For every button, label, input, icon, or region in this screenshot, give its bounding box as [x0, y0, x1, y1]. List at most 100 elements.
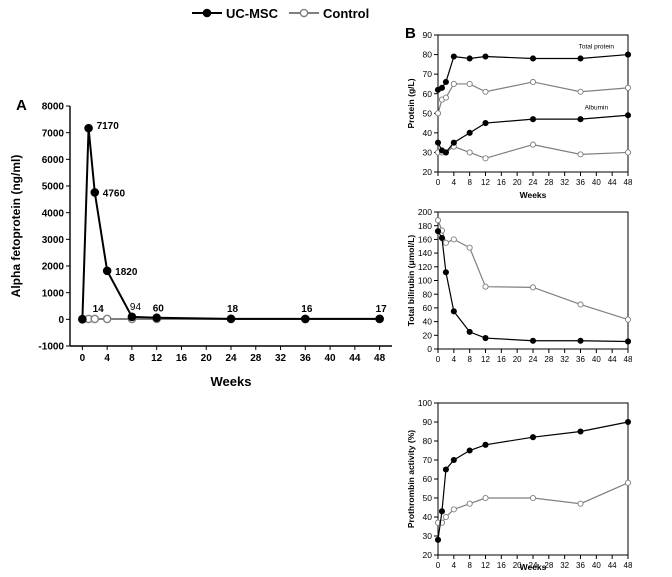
y-axis-title: Prothrombin activity (%) — [406, 430, 416, 528]
data-label: 4760 — [103, 188, 126, 199]
legend-label: Control — [323, 6, 369, 21]
data-point-control — [450, 506, 457, 513]
x-tick-label: 40 — [592, 355, 601, 364]
y-tick-label: 160 — [418, 234, 432, 244]
data-point-control — [577, 500, 584, 507]
data-point-control — [624, 84, 632, 91]
data-point-control — [529, 78, 537, 86]
plot-frame — [437, 402, 629, 556]
y-tick-label: 8000 — [42, 102, 65, 113]
data-point-uc-msc — [466, 328, 473, 335]
x-tick-label: 32 — [560, 561, 569, 570]
x-tick-label: 28 — [250, 353, 262, 364]
data-point-uc-msc — [127, 312, 137, 322]
x-tick-label: 12 — [481, 355, 490, 364]
x-tick-label: 4 — [452, 355, 457, 364]
data-label: 14 — [93, 304, 105, 315]
data-point-uc-msc — [434, 139, 442, 146]
data-point-uc-msc — [438, 234, 446, 242]
x-tick-label: 20 — [513, 178, 522, 187]
y-axis-title: Alpha fetoprotein (ng/ml) — [9, 155, 23, 298]
data-point-uc-msc — [482, 120, 489, 127]
y-tick-label: 70 — [423, 455, 433, 465]
data-point-control — [482, 494, 489, 502]
y-tick-label: 100 — [418, 398, 432, 408]
data-point-uc-msc — [577, 337, 584, 344]
legend-marker — [299, 8, 309, 18]
x-tick-label: 44 — [608, 561, 617, 570]
data-point-uc-msc — [152, 313, 161, 323]
data-point-control — [577, 151, 584, 158]
y-tick-label: 2000 — [42, 262, 65, 273]
legend-marker — [202, 8, 212, 18]
x-tick-label: 44 — [349, 353, 361, 364]
x-tick-label: 48 — [624, 178, 633, 187]
data-point-uc-msc — [442, 466, 449, 473]
data-point-control — [482, 88, 489, 95]
data-point-uc-msc — [529, 337, 537, 344]
data-point-uc-msc — [375, 314, 384, 324]
data-point-uc-msc — [90, 188, 100, 197]
legend-label: UC-MSC — [226, 6, 279, 21]
data-point-uc-msc — [466, 447, 473, 454]
data-point-control — [450, 80, 457, 87]
x-tick-label: 16 — [497, 355, 506, 364]
data-point-control — [577, 301, 584, 308]
x-tick-label: 44 — [608, 178, 617, 187]
data-point-uc-msc — [450, 308, 457, 315]
data-point-control — [102, 314, 112, 324]
data-point-uc-msc — [84, 123, 93, 133]
data-label: 16 — [301, 304, 313, 315]
x-tick-label: 48 — [624, 355, 633, 364]
y-tick-label: 50 — [423, 108, 433, 118]
y-tick-label: 80 — [423, 50, 433, 60]
legend: UC-MSC Control — [192, 6, 369, 21]
y-tick-label: 4000 — [42, 208, 65, 219]
y-tick-label: 20 — [423, 167, 433, 177]
data-point-uc-msc — [482, 53, 489, 60]
x-tick-label: 36 — [300, 353, 312, 364]
x-tick-label: 4 — [104, 353, 110, 364]
data-point-uc-msc — [442, 149, 449, 156]
data-point-control — [482, 283, 489, 290]
data-point-uc-msc — [482, 334, 489, 342]
y-tick-label: 40 — [423, 512, 433, 522]
annotation-label: Albumin — [585, 104, 609, 111]
data-point-uc-msc — [624, 338, 632, 345]
x-tick-label: 16 — [497, 178, 506, 187]
y-tick-label: 90 — [423, 417, 433, 427]
data-point-uc-msc — [438, 84, 446, 91]
y-tick-label: 7000 — [42, 128, 65, 139]
x-tick-label: 40 — [592, 178, 601, 187]
y-tick-label: 3000 — [42, 235, 65, 246]
x-tick-label: 44 — [608, 355, 617, 364]
x-tick-label: 12 — [481, 178, 490, 187]
x-tick-label: 4 — [452, 178, 457, 187]
data-point-uc-msc — [301, 314, 310, 324]
x-tick-label: 40 — [325, 353, 337, 364]
data-point-control — [466, 80, 473, 87]
x-tick-label: 32 — [275, 353, 287, 364]
y-tick-label: 120 — [418, 262, 432, 272]
data-point-uc-msc — [442, 78, 449, 86]
data-point-control — [482, 155, 489, 162]
x-tick-label: 32 — [560, 355, 569, 364]
y-tick-label: 60 — [423, 303, 433, 313]
data-point-control — [466, 244, 473, 251]
x-tick-label: 28 — [544, 178, 553, 187]
y-tick-label: 20 — [423, 550, 433, 560]
data-label: 60 — [153, 304, 165, 315]
data-point-uc-msc — [434, 536, 442, 543]
data-point-control — [466, 149, 473, 156]
data-label: 7170 — [97, 121, 120, 132]
y-tick-label: 1000 — [42, 288, 65, 299]
data-point-uc-msc — [450, 53, 457, 60]
y-tick-label: 90 — [423, 30, 433, 40]
x-tick-label: 0 — [436, 178, 441, 187]
data-point-uc-msc — [624, 112, 632, 119]
data-point-uc-msc — [466, 129, 473, 136]
x-tick-label: 0 — [436, 355, 441, 364]
y-tick-label: 40 — [423, 317, 433, 327]
